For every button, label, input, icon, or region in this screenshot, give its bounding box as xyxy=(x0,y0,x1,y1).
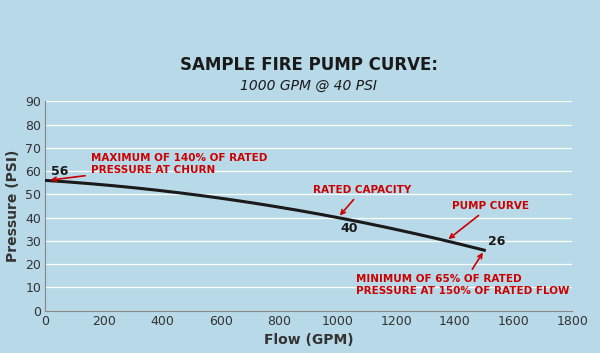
Text: RATED CAPACITY: RATED CAPACITY xyxy=(313,185,412,214)
Text: 56: 56 xyxy=(50,165,68,178)
Text: SAMPLE FIRE PUMP CURVE:: SAMPLE FIRE PUMP CURVE: xyxy=(179,56,437,74)
Text: MINIMUM OF 65% OF RATED
PRESSURE AT 150% OF RATED FLOW: MINIMUM OF 65% OF RATED PRESSURE AT 150%… xyxy=(356,254,569,296)
Text: 1000 GPM @ 40 PSI: 1000 GPM @ 40 PSI xyxy=(240,79,377,93)
Text: 40: 40 xyxy=(340,222,358,235)
Text: 26: 26 xyxy=(488,235,505,248)
X-axis label: Flow (GPM): Flow (GPM) xyxy=(264,334,353,347)
Y-axis label: Pressure (PSI): Pressure (PSI) xyxy=(5,150,20,262)
Text: MAXIMUM OF 140% OF RATED
PRESSURE AT CHURN: MAXIMUM OF 140% OF RATED PRESSURE AT CHU… xyxy=(52,153,267,181)
Text: PUMP CURVE: PUMP CURVE xyxy=(450,201,529,238)
